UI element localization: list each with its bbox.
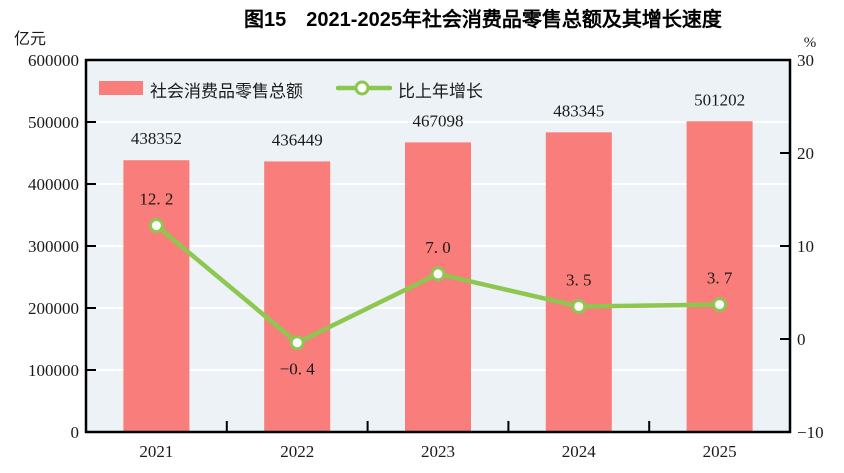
growth-value-label-2021: 12. 2 — [139, 190, 173, 209]
bar-2024 — [545, 132, 612, 432]
bar-value-label-2022: 436449 — [272, 130, 323, 149]
bar-value-label-2023: 467098 — [413, 111, 464, 130]
right-axis-label-20: 20 — [797, 144, 814, 163]
growth-marker-2025 — [712, 297, 728, 313]
axis-tick-label-layer: 0 100000 200000 300000 400000 500000 600000 −10… — [28, 51, 824, 461]
x-axis-label-2021: 2021 — [139, 442, 173, 461]
right-axis-unit-label: % — [804, 35, 817, 51]
legend-line-marker — [354, 80, 370, 96]
right-axis-label-10: 10 — [797, 237, 814, 256]
bar-2021 — [123, 160, 190, 433]
growth-marker-2022 — [289, 335, 305, 351]
right-axis-label-30: 30 — [797, 51, 814, 70]
left-axis-label-400000: 400000 — [28, 175, 79, 194]
bar-value-label-2025: 501202 — [694, 90, 745, 109]
bar-2025 — [686, 121, 753, 432]
legend-line-series-label: 比上年增长 — [398, 82, 483, 101]
bar-value-label-2024: 483345 — [553, 101, 604, 120]
axis-frame-layer — [84, 58, 792, 434]
growth-marker-2024 — [571, 298, 587, 314]
right-axis-label-−10: −10 — [797, 423, 824, 442]
chart-title: 图15 2021-2025年社会消费品零售总额及其增长速度 — [244, 7, 723, 31]
growth-value-label-2024: 3. 5 — [566, 270, 592, 289]
growth-marker-2021 — [148, 218, 164, 234]
growth-marker-2023 — [430, 266, 446, 282]
left-axis-label-500000: 500000 — [28, 113, 79, 132]
growth-value-label-2025: 3. 7 — [707, 269, 733, 288]
growth-value-label-2023: 7. 0 — [425, 238, 451, 257]
growth-value-label-2022: −0. 4 — [280, 360, 316, 379]
left-axis-label-300000: 300000 — [28, 237, 79, 256]
line-series-layer — [148, 218, 728, 351]
bar-2023 — [405, 142, 471, 433]
x-axis-label-2023: 2023 — [421, 442, 455, 461]
left-axis-label-600000: 600000 — [28, 51, 79, 70]
legend-bar-series-label: 社会消费品零售总额 — [150, 82, 303, 101]
x-axis-label-2022: 2022 — [280, 442, 314, 461]
legend-bar-swatch — [99, 81, 143, 95]
bar-2022 — [264, 161, 331, 433]
bar-value-label-2021: 438352 — [131, 129, 182, 148]
left-axis-label-0: 0 — [71, 423, 80, 442]
data-label-layer: 438352 436449 467098 483345 501202 12. 2 −0. 4… — [131, 90, 745, 378]
right-axis-label-0: 0 — [797, 330, 806, 349]
legend: 社会消费品零售总额 比上年增长 — [99, 80, 483, 101]
x-axis-label-2025: 2025 — [703, 442, 737, 461]
x-axis-label-2024: 2024 — [562, 442, 597, 461]
left-axis-unit-label: 亿元 — [14, 30, 46, 48]
left-axis-label-100000: 100000 — [28, 361, 79, 380]
bar-series-layer — [123, 121, 753, 433]
left-axis-label-200000: 200000 — [28, 299, 79, 318]
